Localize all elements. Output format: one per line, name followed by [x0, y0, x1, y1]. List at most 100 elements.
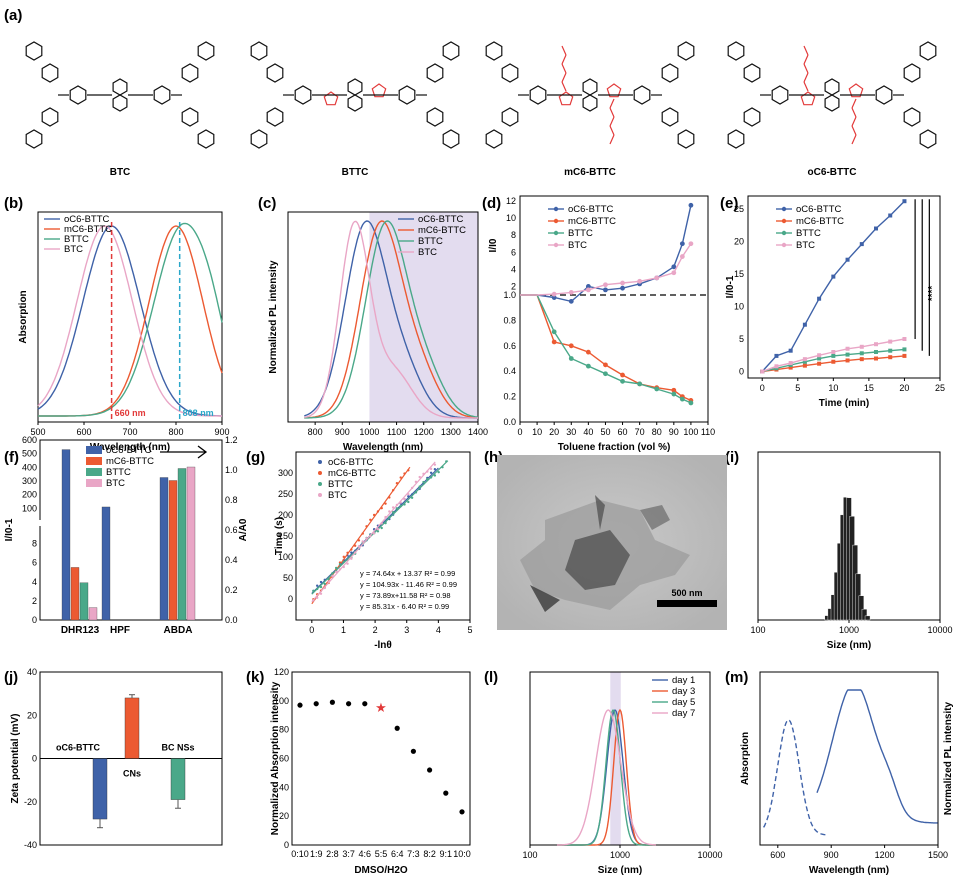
y-tick-label: 20 [27, 710, 37, 720]
molecule-ring [743, 107, 761, 127]
data-point [350, 557, 353, 560]
data-point [319, 585, 323, 589]
molecule-ring [197, 129, 215, 149]
x-axis-label: Size (nm) [827, 640, 871, 651]
molecule-bond [561, 63, 567, 74]
dls-curve-3 [557, 709, 656, 846]
plot-frame-k [291, 671, 471, 846]
data-point [361, 532, 364, 535]
panel-letter-g: (g) [246, 449, 265, 466]
legend-swatch [86, 468, 102, 476]
molecule-ring [347, 94, 363, 112]
data-point [334, 566, 338, 570]
data-point [362, 701, 368, 707]
y-axis-label: I/I0-1 [725, 275, 736, 298]
legend-label: day 3 [672, 686, 695, 697]
data-point [315, 584, 319, 587]
data-point [654, 386, 660, 392]
data-point [445, 460, 448, 463]
panel-letter-f: (f) [4, 449, 19, 466]
y-tick-label: 0.8 [503, 315, 516, 325]
x-tick-label: 9:1 [440, 849, 453, 859]
legend-marker [781, 242, 787, 248]
legend-label: BTTC [796, 228, 821, 239]
molecule-ring [41, 107, 59, 127]
molecule-ring [250, 129, 268, 149]
data-point [388, 496, 391, 499]
data-point [346, 701, 352, 707]
data-point [361, 540, 364, 543]
data-point [874, 226, 878, 231]
y-tick-label: 10 [506, 213, 516, 223]
molecule-bond [803, 81, 809, 92]
x-tick-label: 1000 [839, 625, 859, 635]
y-axis-label: Absorption [740, 732, 751, 785]
molecule-thiophene [800, 91, 816, 106]
data-point [426, 470, 429, 473]
histogram-bar [864, 615, 871, 621]
legend-swatch [86, 479, 102, 487]
y-tick-label: 15 [734, 269, 744, 279]
plot-frame-c [287, 211, 479, 423]
data-point [874, 356, 878, 361]
data-point [376, 530, 380, 533]
data-point [831, 353, 836, 358]
x-tick-label: 1:9 [310, 849, 323, 859]
bar-0-1 [70, 567, 80, 621]
x-axis-label: Toluene fraction (vol %) [558, 442, 671, 453]
data-point [585, 284, 591, 289]
molecule-bond [851, 125, 857, 136]
data-point [422, 472, 425, 476]
molecule-bond [803, 45, 809, 56]
data-point [874, 350, 878, 354]
x-tick-label: 5 [467, 625, 472, 635]
y-tick-label: 0 [32, 754, 37, 764]
tem-image: 500 nm [497, 455, 727, 630]
legend-label: mC6-BTTC [418, 225, 466, 236]
x-tick-label: 25 [935, 383, 945, 393]
x-tick-label: 30 [566, 427, 576, 437]
data-point [802, 322, 807, 327]
data-point [372, 513, 376, 517]
data-point [327, 577, 330, 581]
histogram-bar [861, 608, 868, 621]
x-tick-label: 800 [308, 427, 323, 437]
data-point [679, 241, 685, 247]
molecule-bond [851, 98, 857, 109]
legend-label: BTTC [106, 467, 131, 478]
x-tick-label: 600 [76, 427, 91, 437]
bar-0-0 [61, 449, 71, 621]
data-point [369, 534, 372, 538]
x-tick-label: 1400 [468, 427, 488, 437]
molecule-bond [609, 125, 615, 136]
data-point [331, 572, 334, 575]
dls-curve-1 [557, 708, 656, 846]
x-tick-label: 700 [122, 427, 137, 437]
data-point [407, 492, 410, 496]
tem-scale-label: 500 nm [671, 588, 702, 598]
data-point [365, 525, 368, 528]
y-tick-label: 120 [274, 667, 289, 677]
absorption-curve-2 [38, 222, 223, 417]
data-point [585, 349, 591, 355]
legend-marker [318, 460, 322, 464]
molecule-ring [398, 85, 416, 105]
panel-letter-d: (d) [482, 195, 501, 212]
data-point [384, 502, 387, 505]
x-tick-label: 100 [522, 850, 537, 860]
y2-tick-label: 0.6 [225, 525, 238, 535]
x-tick-label: 8:2 [423, 849, 436, 859]
legend-label: day 1 [672, 675, 695, 686]
fit-equation: y = 85.31x - 6.40 R² = 0.99 [360, 602, 449, 611]
data-point [620, 280, 625, 286]
data-point [418, 485, 421, 488]
molecule-ring [919, 129, 937, 149]
y-tick-label: 100 [22, 503, 37, 513]
x-tick-label: 1200 [875, 850, 895, 860]
x-axis-label: DMSO/H2O [354, 865, 408, 876]
zeta-bar-1 [124, 697, 140, 759]
data-point [688, 241, 694, 247]
data-point [859, 242, 864, 247]
data-point [654, 275, 660, 281]
data-point [353, 551, 357, 554]
